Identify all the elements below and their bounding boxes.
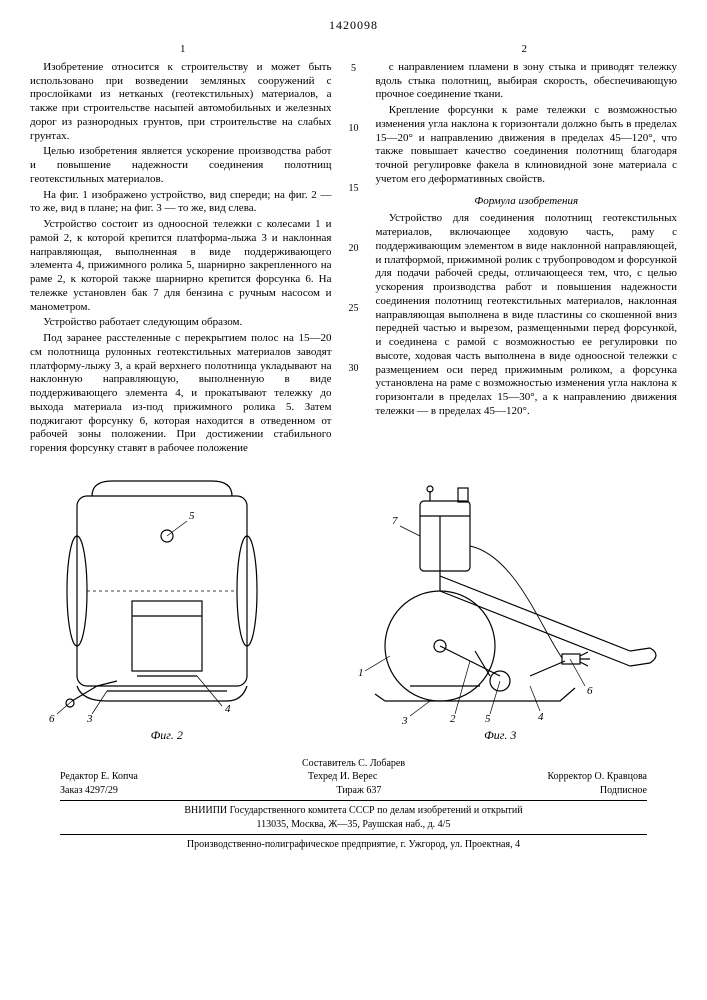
para: Изобретение относится к строительству и … bbox=[30, 61, 332, 144]
fig2-label-3: 3 bbox=[86, 713, 93, 725]
para: Устройство для соединения полотнищ геоте… bbox=[376, 212, 678, 418]
line-numbers: 5 10 15 20 25 30 bbox=[346, 61, 362, 458]
credits-block: Составитель С. Лобарев Редактор Е. Копча… bbox=[30, 757, 677, 852]
page: 1420098 1 2 Изобретение относится к стро… bbox=[0, 0, 707, 860]
lineno: 10 bbox=[346, 123, 362, 183]
figure-3: 7 1 2 3 5 6 4 Фиг. 3 bbox=[330, 476, 670, 743]
fig3-label-6: 6 bbox=[587, 685, 593, 697]
column-numbers: 1 2 bbox=[30, 43, 677, 57]
colnum-left: 1 bbox=[180, 43, 186, 57]
para: Устройство работает следующим образом. bbox=[30, 316, 332, 330]
lineno: 30 bbox=[346, 363, 362, 423]
para: Крепление форсунки к раме тележки с возм… bbox=[376, 104, 678, 187]
colnum-right: 2 bbox=[522, 43, 528, 57]
signed: Подписное bbox=[600, 784, 647, 798]
fig3-label-3: 3 bbox=[401, 715, 408, 726]
techred: Техред И. Верес bbox=[308, 770, 377, 784]
editor: Редактор Е. Копча bbox=[60, 770, 138, 784]
fig3-label-5: 5 bbox=[485, 713, 491, 725]
para: На фиг. 1 изображено устройство, вид спе… bbox=[30, 189, 332, 217]
fig3-svg: 7 1 2 3 5 6 4 bbox=[330, 476, 670, 726]
fig2-label-5: 5 bbox=[189, 510, 195, 522]
lineno: 15 bbox=[346, 183, 362, 243]
lineno: 25 bbox=[346, 303, 362, 363]
claims-title: Формула изобретения bbox=[376, 195, 678, 209]
para: Под заранее расстеленные с перекрытием п… bbox=[30, 332, 332, 456]
printer: Производственно-полиграфическое предприя… bbox=[30, 838, 677, 852]
doc-number: 1420098 bbox=[30, 18, 677, 33]
fig3-label-2: 2 bbox=[450, 713, 456, 725]
fig2-svg: 5 4 3 6 bbox=[37, 476, 297, 726]
order-no: Заказ 4297/29 bbox=[60, 784, 118, 798]
para: Целью изобретения является ускорение про… bbox=[30, 145, 332, 186]
compiler: Составитель С. Лобарев bbox=[30, 757, 677, 771]
fig3-label-4: 4 bbox=[538, 711, 544, 723]
figure-2: 5 4 3 6 Фиг. 2 bbox=[37, 476, 297, 743]
vniipi: ВНИИПИ Государственного комитета СССР по… bbox=[30, 804, 677, 818]
para: Устройство состоит из одноосной тележки … bbox=[30, 218, 332, 314]
figures-row: 5 4 3 6 Фиг. 2 bbox=[30, 476, 677, 743]
left-column: Изобретение относится к строительству и … bbox=[30, 61, 332, 458]
text-columns: Изобретение относится к строительству и … bbox=[30, 61, 677, 458]
lineno: 20 bbox=[346, 243, 362, 303]
fig3-caption: Фиг. 3 bbox=[330, 728, 670, 743]
lineno: 5 bbox=[346, 63, 362, 123]
fig3-label-1: 1 bbox=[358, 667, 364, 679]
vniipi-addr: 113035, Москва, Ж—35, Раушская наб., д. … bbox=[30, 818, 677, 832]
tirazh: Тираж 637 bbox=[336, 784, 381, 798]
corrector: Корректор О. Кравцова bbox=[547, 770, 647, 784]
fig3-label-7: 7 bbox=[392, 515, 398, 527]
fig2-caption: Фиг. 2 bbox=[37, 728, 297, 743]
fig2-label-6: 6 bbox=[49, 713, 55, 725]
para: с направлением пламени в зону стыка и пр… bbox=[376, 61, 678, 102]
fig2-label-4: 4 bbox=[225, 703, 231, 715]
right-column: с направлением пламени в зону стыка и пр… bbox=[376, 61, 678, 458]
